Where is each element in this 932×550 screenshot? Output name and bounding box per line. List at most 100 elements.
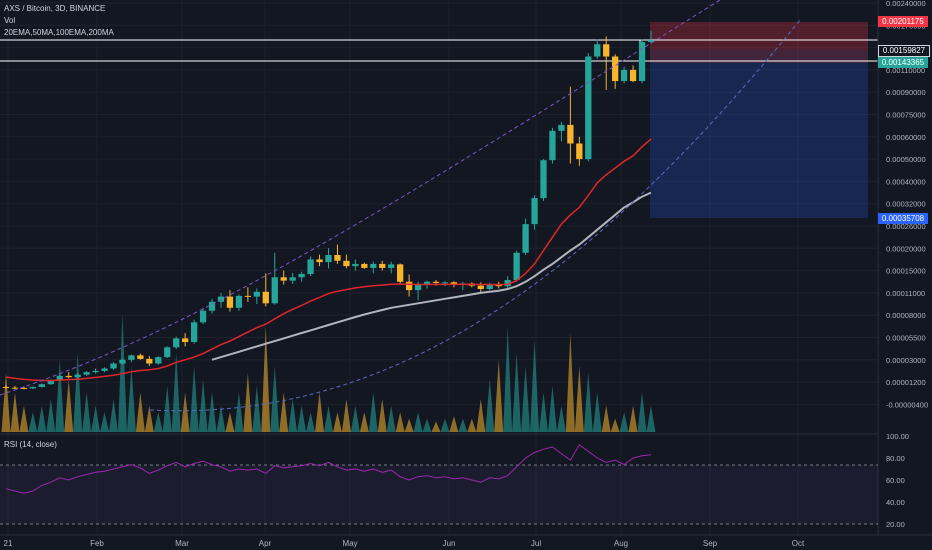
candle-body[interactable]: [92, 370, 99, 373]
price-axis-label: 0.00090000: [886, 88, 926, 97]
volume-bar: [144, 405, 154, 432]
moving-average-legend[interactable]: 20EMA,50MA,100EMA,200MA: [4, 28, 114, 37]
candle-body[interactable]: [199, 310, 207, 323]
candle-body[interactable]: [629, 69, 637, 82]
candle-body[interactable]: [262, 291, 269, 304]
candle-body[interactable]: [549, 130, 556, 161]
candle-body[interactable]: [522, 224, 529, 253]
price-tag-target: 0.00035708: [878, 213, 928, 224]
candle-body[interactable]: [379, 263, 386, 268]
candle-body[interactable]: [567, 124, 574, 144]
candle-body[interactable]: [164, 347, 171, 358]
candle-body[interactable]: [405, 281, 413, 291]
candle-body[interactable]: [289, 277, 296, 281]
candle-body[interactable]: [531, 198, 538, 225]
volume-bar: [574, 366, 584, 432]
candle-body[interactable]: [29, 386, 37, 389]
candle-body[interactable]: [280, 277, 287, 281]
take-profit-zone[interactable]: [650, 63, 868, 218]
entry-zone[interactable]: [650, 50, 868, 63]
volume-bar: [207, 392, 217, 432]
candle-body[interactable]: [56, 375, 63, 381]
candle-body[interactable]: [343, 260, 350, 267]
volume-bar: [646, 405, 656, 432]
candle-body[interactable]: [226, 296, 234, 308]
candle-body[interactable]: [101, 368, 108, 371]
candle-body[interactable]: [110, 363, 117, 369]
candle-body[interactable]: [235, 295, 243, 308]
candle-body[interactable]: [208, 301, 216, 311]
candle-body[interactable]: [20, 387, 28, 389]
rsi-legend[interactable]: RSI (14, close): [4, 440, 57, 449]
candle-body[interactable]: [325, 254, 332, 263]
candle-body[interactable]: [190, 322, 198, 342]
volume-bar: [1, 372, 11, 432]
rsi-line[interactable]: [5, 444, 652, 494]
volume-legend[interactable]: Vol: [4, 16, 16, 25]
candle-body[interactable]: [423, 281, 431, 285]
volume-bar: [288, 399, 298, 432]
candle-body[interactable]: [137, 355, 144, 359]
candle-body[interactable]: [370, 263, 377, 268]
candle-body[interactable]: [540, 160, 547, 199]
candle-body[interactable]: [182, 338, 189, 342]
volume-bar: [37, 405, 47, 432]
candle-body[interactable]: [128, 355, 135, 360]
stop-loss-zone[interactable]: [650, 22, 868, 50]
candle-body[interactable]: [334, 254, 341, 261]
symbol-title[interactable]: AXS / Bitcoin, 3D, BINANCE: [4, 4, 106, 13]
candle-body[interactable]: [432, 281, 440, 283]
candle-body[interactable]: [477, 285, 484, 289]
ema20-line[interactable]: [5, 138, 652, 382]
volume-bar: [503, 326, 513, 432]
volume-bar: [64, 379, 74, 432]
lower-curve-projection[interactable]: [149, 19, 801, 412]
upper-curve-projection[interactable]: [0, 0, 721, 396]
candle-body[interactable]: [244, 295, 252, 297]
candle-body[interactable]: [450, 282, 458, 285]
candle-body[interactable]: [146, 358, 153, 364]
candle-body[interactable]: [271, 277, 278, 304]
candle-body[interactable]: [388, 264, 395, 268]
candle-body[interactable]: [83, 372, 90, 375]
candle-body[interactable]: [486, 283, 493, 289]
candle-body[interactable]: [612, 56, 619, 82]
candle-body[interactable]: [65, 375, 72, 378]
time-axis[interactable]: 21 Feb Mar Apr May Jun Jul Aug Sep Oct: [4, 539, 805, 548]
candle-body[interactable]: [620, 69, 628, 82]
candle-body[interactable]: [47, 380, 54, 385]
candle-body[interactable]: [647, 40, 655, 43]
rsi-axis[interactable]: 100.00 80.00 60.00 40.00 20.00: [886, 432, 909, 529]
candle-body[interactable]: [594, 44, 601, 57]
candle-body[interactable]: [638, 42, 646, 82]
time-axis-label: Feb: [90, 539, 104, 548]
candle-body[interactable]: [74, 374, 81, 378]
candle-body[interactable]: [414, 284, 422, 291]
candle-body[interactable]: [504, 280, 511, 287]
candle-body[interactable]: [397, 264, 404, 282]
price-axis-label: 0.00032000: [886, 200, 926, 209]
candle-body[interactable]: [585, 56, 592, 160]
ma50-line[interactable]: [211, 191, 652, 361]
candle-body[interactable]: [38, 384, 45, 387]
volume-bar: [386, 405, 396, 432]
candle-body[interactable]: [173, 338, 180, 348]
candle-body[interactable]: [576, 143, 583, 160]
candle-body[interactable]: [441, 282, 449, 284]
candle-body[interactable]: [603, 44, 610, 57]
volume-bar: [485, 379, 495, 432]
candle-body[interactable]: [513, 252, 520, 281]
candle-body[interactable]: [119, 359, 126, 364]
candle-body[interactable]: [307, 259, 314, 274]
candle-body[interactable]: [352, 263, 359, 267]
volume-bar: [422, 418, 432, 432]
candle-body[interactable]: [253, 291, 260, 297]
candle-body[interactable]: [11, 387, 19, 389]
candle-body[interactable]: [316, 259, 323, 263]
candle-body[interactable]: [558, 124, 565, 131]
candle-body[interactable]: [361, 263, 368, 268]
candle-body[interactable]: [298, 273, 305, 278]
candle-body[interactable]: [2, 386, 10, 388]
candle-body[interactable]: [155, 357, 162, 364]
